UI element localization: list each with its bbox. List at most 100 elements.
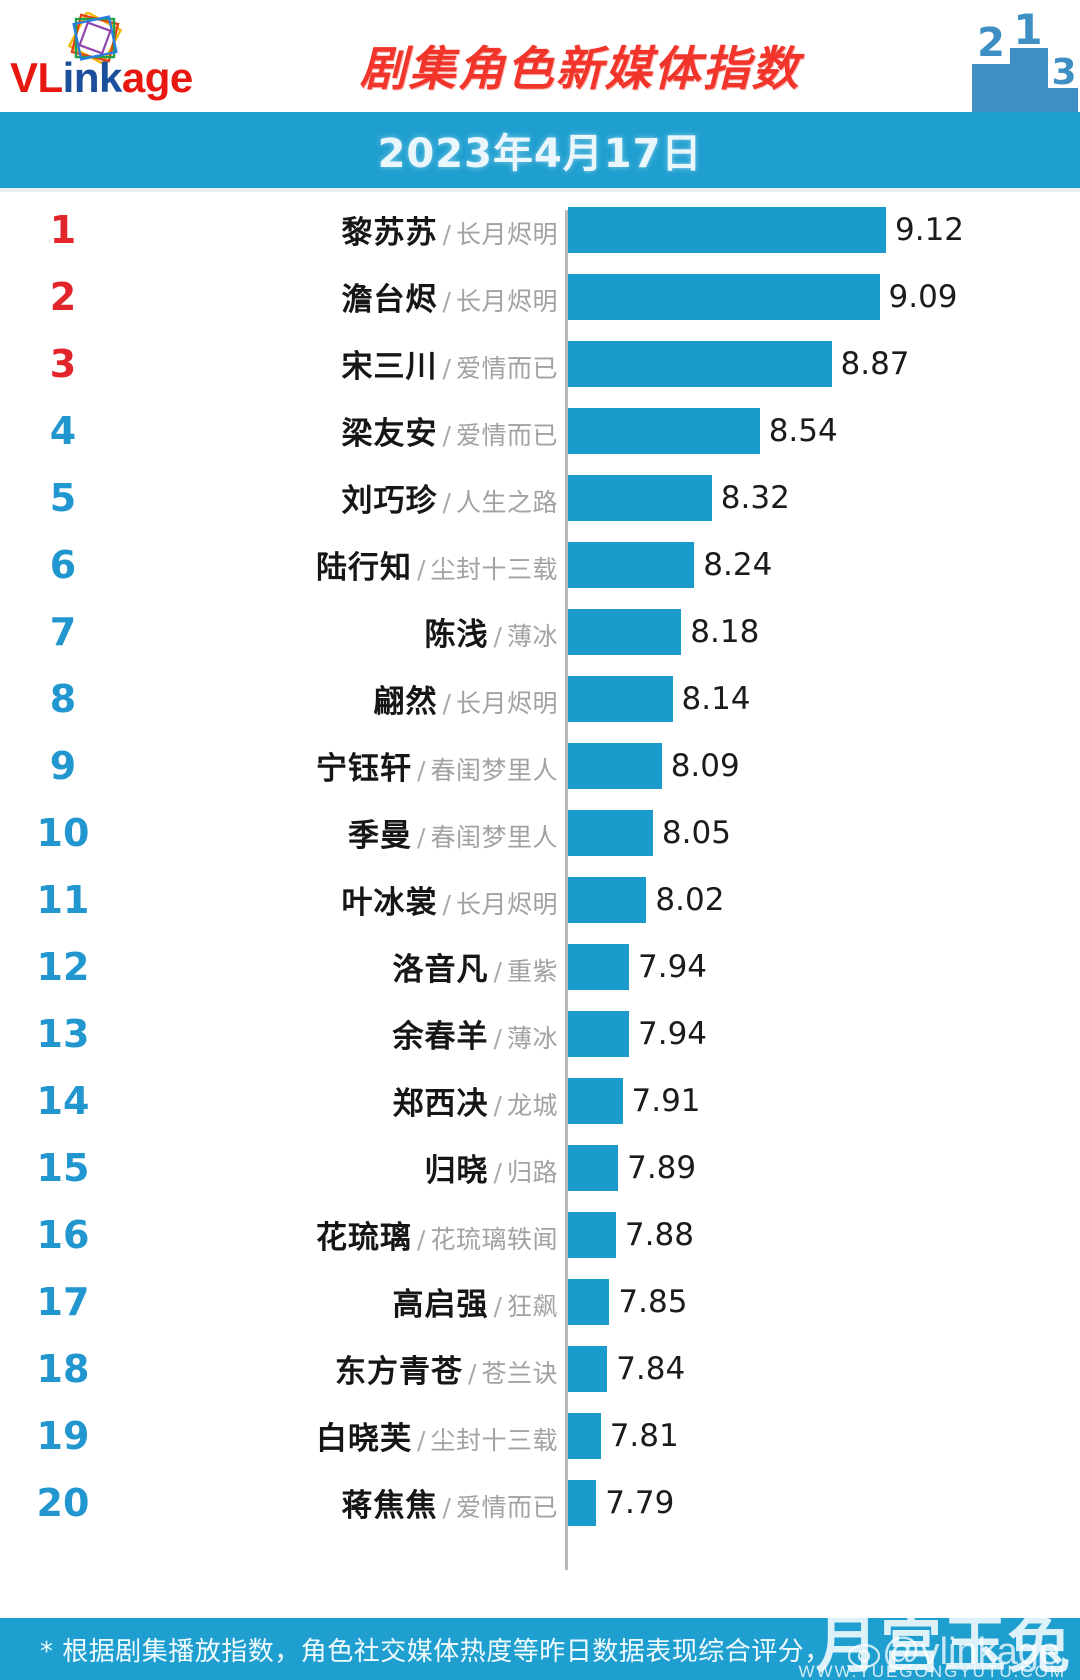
table-row: 13 余春羊 / 薄冰 7.94 xyxy=(0,1000,1080,1067)
header: VLinkage 剧集角色新媒体指数 2 1 3 xyxy=(0,0,1080,112)
row-labels: 高启强 / 狂飙 xyxy=(110,1279,558,1324)
rank-number: 13 xyxy=(36,1011,90,1056)
label-separator: / xyxy=(442,689,451,718)
show-title: 长月烬明 xyxy=(455,689,558,718)
logo-wordmark: VLinkage xyxy=(10,54,193,102)
row-labels: 陆行知 / 尘封十三载 xyxy=(110,542,558,587)
value-label: 8.54 xyxy=(768,412,838,449)
ranking-chart: 1 黎苏苏 / 长月烬明 9.12 2 澹台烬 / 长月烬明 9.09 3 宋三川 / 爱情而已 8.87 4… xyxy=(0,188,1080,1618)
value-bar xyxy=(568,809,653,856)
rank-number: 18 xyxy=(36,1346,90,1391)
value-bar xyxy=(568,675,673,722)
character-name: 宁钰轩 xyxy=(316,751,413,787)
label-separator: / xyxy=(417,823,426,852)
value-label: 7.89 xyxy=(627,1149,697,1186)
table-row: 2 澹台烬 / 长月烬明 9.09 xyxy=(0,263,1080,330)
character-name: 余春羊 xyxy=(392,1019,489,1055)
show-title: 爱情而已 xyxy=(455,1493,558,1522)
value-label: 8.05 xyxy=(661,814,731,851)
value-label: 7.94 xyxy=(638,1015,708,1052)
bar-container: 7.89 xyxy=(568,1144,697,1191)
row-labels: 花琉璃 / 花琉璃轶闻 xyxy=(110,1212,558,1257)
rank-number: 11 xyxy=(36,877,90,922)
character-name: 蒋焦焦 xyxy=(341,1488,438,1524)
value-label: 8.09 xyxy=(670,747,740,784)
table-row: 4 梁友安 / 爱情而已 8.54 xyxy=(0,397,1080,464)
value-label: 7.84 xyxy=(616,1350,686,1387)
watermark-weibo-handle: @vlinkage xyxy=(847,1631,1060,1674)
character-name: 翩然 xyxy=(373,684,438,720)
value-label: 9.09 xyxy=(888,278,958,315)
bar-container: 8.54 xyxy=(568,407,838,454)
row-labels: 黎苏苏 / 长月烬明 xyxy=(110,207,558,252)
value-label: 7.91 xyxy=(631,1082,701,1119)
show-title: 龙城 xyxy=(506,1091,558,1120)
character-name: 季曼 xyxy=(348,818,413,854)
table-row: 16 花琉璃 / 花琉璃轶闻 7.88 xyxy=(0,1201,1080,1268)
row-labels: 白晓芙 / 尘封十三载 xyxy=(110,1413,558,1458)
bar-container: 7.81 xyxy=(568,1412,679,1459)
rank-number: 7 xyxy=(49,609,77,654)
table-row: 9 宁钰轩 / 春闺梦里人 8.09 xyxy=(0,732,1080,799)
rank-number: 1 xyxy=(49,207,77,252)
value-label: 8.14 xyxy=(681,680,751,717)
rank-number: 6 xyxy=(49,542,77,587)
value-bar xyxy=(568,876,647,923)
show-title: 薄冰 xyxy=(506,622,558,651)
character-name: 梁友安 xyxy=(341,416,438,452)
logo-text-vl: VL xyxy=(10,54,63,101)
label-separator: / xyxy=(468,1359,477,1388)
logo-text-age: age xyxy=(121,54,193,101)
value-bar xyxy=(568,206,886,253)
value-bar xyxy=(568,1010,629,1057)
label-separator: / xyxy=(442,421,451,450)
table-row: 8 翩然 / 长月烬明 8.14 xyxy=(0,665,1080,732)
label-separator: / xyxy=(442,287,451,316)
svg-text:1: 1 xyxy=(1013,8,1042,54)
logo-text-ink: ink xyxy=(62,54,123,101)
value-bar xyxy=(568,1278,610,1325)
watermark-url: WWW.YUEGONGYUTU.COM xyxy=(798,1662,1066,1680)
chart-top-divider xyxy=(0,188,1080,192)
show-title: 苍兰诀 xyxy=(481,1359,558,1388)
show-title: 重紫 xyxy=(506,957,558,986)
value-bar xyxy=(568,1412,601,1459)
rank-number: 17 xyxy=(36,1279,90,1324)
row-labels: 归晓 / 归路 xyxy=(110,1145,558,1190)
svg-text:2: 2 xyxy=(977,20,1005,66)
label-separator: / xyxy=(442,488,451,517)
show-title: 尘封十三载 xyxy=(430,1426,558,1455)
value-bar xyxy=(568,1479,597,1526)
show-title: 爱情而已 xyxy=(455,354,558,383)
character-name: 刘巧珍 xyxy=(341,483,438,519)
show-title: 薄冰 xyxy=(506,1024,558,1053)
character-name: 花琉璃 xyxy=(316,1220,413,1256)
value-label: 7.79 xyxy=(605,1484,675,1521)
character-name: 陈浅 xyxy=(424,617,489,653)
label-separator: / xyxy=(442,354,451,383)
bar-container: 7.84 xyxy=(568,1345,686,1392)
character-name: 叶冰裳 xyxy=(341,885,438,921)
label-separator: / xyxy=(417,1426,426,1455)
row-labels: 季曼 / 春闺梦里人 xyxy=(110,810,558,855)
table-row: 17 高启强 / 狂飙 7.85 xyxy=(0,1268,1080,1335)
bar-container: 7.91 xyxy=(568,1077,701,1124)
bar-container: 8.09 xyxy=(568,742,740,789)
value-bar xyxy=(568,1211,616,1258)
ranking-rows: 1 黎苏苏 / 长月烬明 9.12 2 澹台烬 / 长月烬明 9.09 3 宋三川 / 爱情而已 8.87 4… xyxy=(0,196,1080,1536)
page-title: 剧集角色新媒体指数 xyxy=(359,42,801,97)
label-separator: / xyxy=(493,1292,502,1321)
value-label: 8.87 xyxy=(840,345,910,382)
bar-container: 8.87 xyxy=(568,340,910,387)
row-labels: 梁友安 / 爱情而已 xyxy=(110,408,558,453)
character-name: 洛音凡 xyxy=(392,952,489,988)
table-row: 10 季曼 / 春闺梦里人 8.05 xyxy=(0,799,1080,866)
footer-note: * 根据剧集播放指数，角色社交媒体热度等昨日数据表现综合评分， xyxy=(40,1636,831,1667)
value-label: 8.32 xyxy=(720,479,790,516)
label-separator: / xyxy=(493,1158,502,1187)
table-row: 1 黎苏苏 / 长月烬明 9.12 xyxy=(0,196,1080,263)
label-separator: / xyxy=(417,756,426,785)
rank-number: 12 xyxy=(36,944,90,989)
character-name: 白晓芙 xyxy=(316,1421,413,1457)
show-title: 尘封十三载 xyxy=(430,555,558,584)
